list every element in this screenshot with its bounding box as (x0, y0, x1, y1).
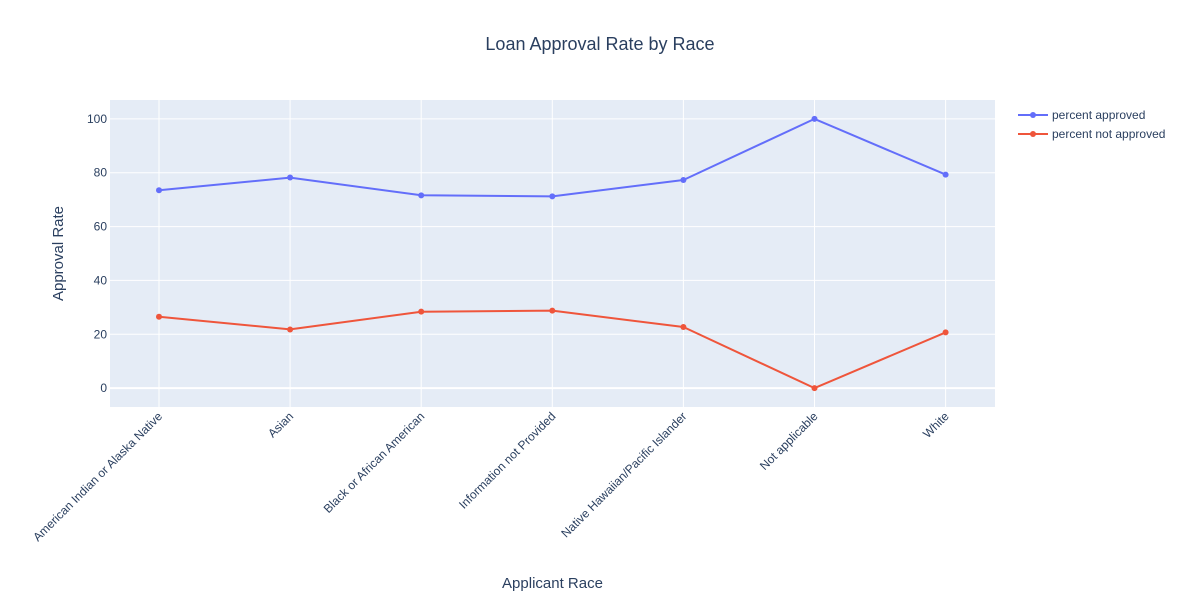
data-point (680, 176, 687, 183)
data-point (287, 174, 294, 181)
y-tick-label: 0 (100, 381, 107, 395)
data-point (418, 192, 425, 199)
legend-label: percent approved (1052, 108, 1145, 122)
x-tick-label: White (920, 409, 952, 441)
data-point (811, 385, 818, 392)
x-axis-title: Applicant Race (502, 575, 603, 592)
legend-marker (1030, 131, 1036, 137)
data-point (156, 187, 162, 194)
data-point (287, 326, 294, 333)
x-tick-label: Black or African American (321, 409, 428, 516)
data-point (680, 324, 687, 331)
y-tick-label: 20 (94, 327, 108, 341)
y-tick-label: 60 (94, 220, 108, 234)
data-point (942, 171, 949, 178)
x-tick-label: Native Hawaiian/Pacific Islander (558, 409, 689, 540)
x-tick-label: American Indian or Alaska Native (30, 409, 165, 544)
x-tick-label: Not applicable (757, 409, 821, 473)
x-tick-label: Information not Provided (456, 409, 558, 511)
y-tick-label: 80 (94, 166, 108, 180)
y-axis-ticks: 0 20 40 60 80 100 (87, 112, 107, 395)
legend-item[interactable]: percent not approved (1018, 127, 1165, 141)
data-point (811, 115, 818, 122)
legend-item[interactable]: percent approved (1018, 108, 1145, 122)
y-axis-title: Approval Rate (50, 206, 67, 301)
data-point (156, 313, 162, 320)
data-point (942, 329, 949, 336)
series-layer (156, 115, 949, 392)
grid-lines (110, 100, 995, 407)
legend[interactable]: percent approved percent not approved (1018, 108, 1165, 141)
x-tick-label: Asian (265, 409, 296, 440)
data-point (549, 193, 556, 200)
legend-marker (1030, 112, 1036, 118)
data-point (549, 307, 556, 314)
data-point (418, 308, 425, 315)
chart-title: Loan Approval Rate by Race (485, 34, 714, 54)
y-tick-label: 40 (94, 273, 108, 287)
x-axis-ticks: American Indian or Alaska Native Asian Bla… (30, 409, 952, 544)
y-tick-label: 100 (87, 112, 107, 126)
legend-label: percent not approved (1052, 127, 1165, 141)
